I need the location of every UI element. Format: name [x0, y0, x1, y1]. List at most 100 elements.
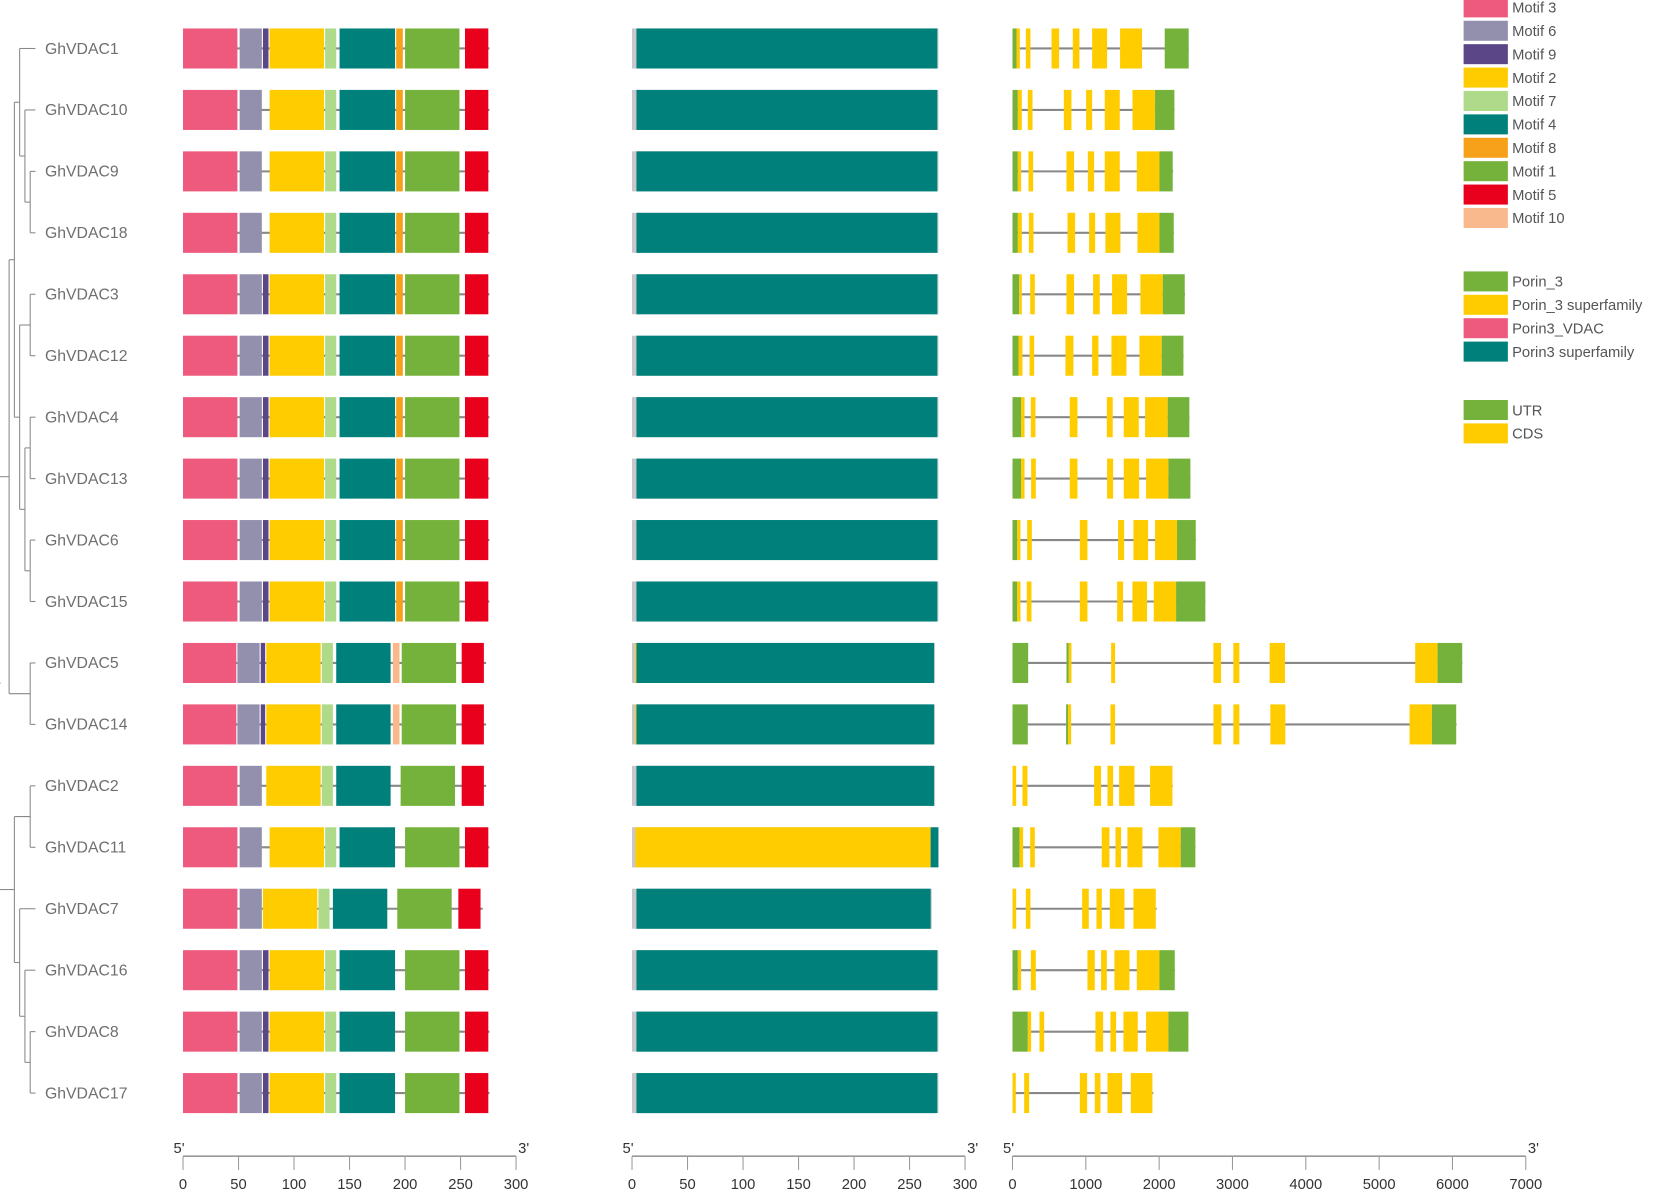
cds-box: [1120, 28, 1143, 69]
motif-1-box: [400, 765, 456, 806]
cds-box: [1027, 1011, 1032, 1052]
cds-box: [1145, 397, 1168, 438]
cds-box: [1068, 704, 1072, 745]
axis-tick-label: 0: [179, 1177, 187, 1191]
motif-9-box: [262, 950, 269, 991]
motif-4-box: [339, 827, 396, 868]
cds-box: [1093, 274, 1100, 315]
cds-box: [1146, 1011, 1169, 1052]
legend-label: Motif 7: [1512, 94, 1556, 110]
phylogenetic-tree: [0, 47, 36, 1094]
motif-2-box: [269, 28, 325, 69]
cds-box: [1069, 397, 1078, 438]
cds-box: [1150, 765, 1173, 806]
motif-4-box: [336, 704, 391, 745]
motif-4-box: [339, 1011, 396, 1052]
cds-box: [1028, 212, 1034, 253]
cds-box: [1112, 274, 1128, 315]
cds-box: [1106, 397, 1113, 438]
cds-box: [1012, 765, 1017, 806]
cds-box: [1066, 151, 1075, 192]
utr-box: [1012, 335, 1019, 376]
utr-box: [1164, 28, 1189, 69]
gene-structure-row: [1012, 397, 1190, 438]
motif-legend: Motif 3 Motif 6 Motif 9 Motif 2 Motif 7 Motif…: [1463, 0, 1565, 228]
motif-2-box: [269, 335, 325, 376]
domain-axis: 0 50 100 150 200 250 300 5' 3': [623, 1141, 979, 1191]
motif-9-box: [262, 458, 269, 499]
cds-box: [1063, 89, 1072, 130]
motif-7-box: [318, 888, 330, 929]
cds-box: [1118, 520, 1125, 561]
motif-5-box: [465, 397, 489, 438]
motif-8-box: [396, 520, 403, 561]
domain-row: [632, 151, 939, 192]
domain-row: [632, 520, 939, 561]
utr-box: [1159, 212, 1174, 253]
motif-5-box: [465, 520, 489, 561]
utr-box: [1437, 642, 1463, 683]
axis-tick-label: 2000: [1143, 1177, 1176, 1191]
utr-box: [1012, 1011, 1028, 1052]
motif-6-box: [239, 28, 262, 69]
legend-label: Motif 8: [1512, 141, 1556, 157]
cds-box: [1030, 827, 1035, 868]
motif-4-box: [332, 888, 388, 929]
legend-swatch: [1463, 114, 1508, 135]
gene-labels: GhVDAC1 GhVDAC10 GhVDAC9 GhVDAC18 GhVDAC3 GhV…: [45, 41, 128, 1103]
gene-label: GhVDAC9: [45, 164, 119, 181]
cds-box: [1104, 89, 1120, 130]
motif-3-box: [183, 581, 238, 622]
motif-2-box: [266, 642, 321, 683]
axis-tick-label: 5000: [1363, 1177, 1396, 1191]
motif-7-box: [325, 89, 337, 130]
legend-label: Porin3 superfamily: [1512, 345, 1635, 361]
cds-box: [1012, 888, 1017, 929]
motif-5-box: [465, 1073, 489, 1114]
cds-box: [1030, 397, 1036, 438]
axis-tick-label: 0: [628, 1177, 636, 1191]
motif-2-box: [266, 765, 321, 806]
cds-box: [1068, 642, 1072, 683]
motif-3-box: [183, 642, 237, 683]
gene-structure-legend: UTR CDS: [1463, 399, 1543, 444]
domain-box: [636, 950, 938, 991]
cds-box: [1012, 1073, 1016, 1114]
legend-swatch: [1463, 67, 1508, 88]
motif-2-box: [269, 212, 325, 253]
motif-7-box: [325, 274, 337, 315]
motif-3-box: [183, 765, 238, 806]
motif-row: [183, 642, 487, 683]
gene-label: GhVDAC6: [45, 532, 119, 549]
motif-7-box: [325, 520, 337, 561]
motif-5-box: [465, 335, 489, 376]
motif-6-box: [239, 765, 262, 806]
five-prime-label: 5': [1003, 1141, 1014, 1157]
gene-structure-row: [1012, 335, 1184, 376]
legend-label: Motif 2: [1512, 71, 1556, 87]
domain-box: [635, 827, 931, 868]
cds-box: [1119, 765, 1135, 806]
motif-axis: 0 50 100 150 200 250 300 5' 3': [174, 1141, 530, 1191]
motif-6-box: [239, 151, 262, 192]
motif-4-box: [339, 458, 396, 499]
cds-box: [1024, 1073, 1030, 1114]
motif-7-box: [325, 1011, 337, 1052]
cds-box: [1017, 151, 1022, 192]
utr-box: [1012, 950, 1018, 991]
legend-swatch: [1463, 184, 1508, 205]
cds-box: [1079, 1073, 1088, 1114]
motif-3-box: [183, 28, 238, 69]
domain-box: [636, 1011, 938, 1052]
motif-row: [183, 827, 490, 868]
motif-9-box: [262, 28, 269, 69]
motif-6-box: [239, 89, 262, 130]
cds-box: [1028, 151, 1034, 192]
motif-7-box: [321, 765, 333, 806]
axis-tick-label: 300: [504, 1177, 529, 1191]
three-prime-label: 3': [1528, 1141, 1539, 1157]
cds-box: [1110, 704, 1116, 745]
motif-2-box: [269, 1011, 325, 1052]
motif-row: [183, 212, 490, 253]
domain-row: [632, 89, 939, 130]
